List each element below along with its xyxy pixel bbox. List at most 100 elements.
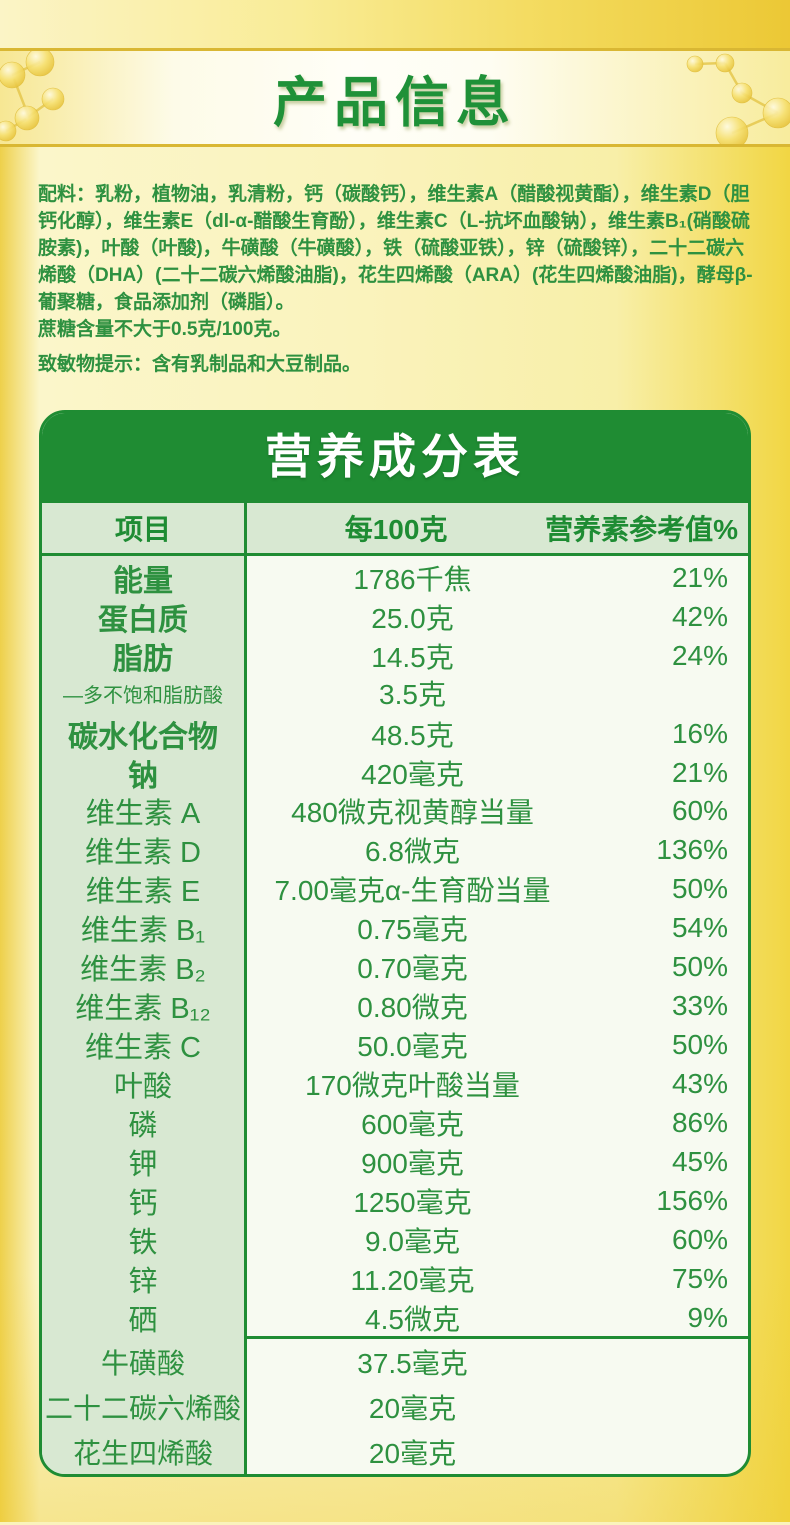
table-row: 维生素 D 6.8微克 136% xyxy=(42,829,748,871)
ingredients-list: 配料：乳粉，植物油，乳清粉，钙（碳酸钙），维生素A（醋酸视黄酯），维生素D（胆钙… xyxy=(38,184,753,313)
table-row: 硒 4.5微克 9% xyxy=(42,1297,748,1339)
nutrient-name: —多不饱和脂肪酸 xyxy=(42,673,247,713)
nutrient-name: 维生素 D xyxy=(42,829,247,871)
nutrient-name: 维生素 B₁ xyxy=(42,907,247,949)
nutrient-amount: 600毫克 xyxy=(361,1109,464,1140)
nutrient-amount: 0.80微克 xyxy=(357,992,468,1023)
header-band: 产品信息 xyxy=(0,48,790,147)
nutrient-nrv: 24% xyxy=(671,640,728,671)
nutrient-nrv: 33% xyxy=(671,990,728,1021)
nutrient-amount: 900毫克 xyxy=(361,1148,464,1179)
nutrient-name: 维生素 E xyxy=(42,868,247,910)
nutrient-nrv: 54% xyxy=(671,912,728,943)
nutrient-amount: 11.20毫克 xyxy=(350,1265,475,1296)
nutrient-nrv: 50% xyxy=(671,1029,728,1060)
nutrition-table-header: 项目 每100克 营养素参考值% xyxy=(42,503,748,556)
table-row: 花生四烯酸 20毫克 xyxy=(42,1429,748,1474)
nutrition-table: 营养成分表 项目 每100克 营养素参考值% 能量 1786千焦 21% 蛋白质… xyxy=(39,410,751,1477)
table-row: 维生素 B₁₂ 0.80微克 33% xyxy=(42,985,748,1027)
nutrient-name: 维生素 B₂ xyxy=(42,946,247,988)
table-row: 维生素 C 50.0毫克 50% xyxy=(42,1024,748,1066)
nutrient-name: 能量 xyxy=(42,556,247,600)
nutrient-amount: 48.5克 xyxy=(371,720,454,751)
nutrient-nrv: 9% xyxy=(687,1302,728,1333)
table-row: 维生素 A 480微克视黄醇当量 60% xyxy=(42,790,748,832)
nutrient-name: 维生素 B₁₂ xyxy=(42,985,247,1027)
nutrient-amount: 25.0克 xyxy=(371,603,454,634)
top-gold-strip xyxy=(0,0,790,48)
nutrient-name: 磷 xyxy=(42,1102,247,1144)
table-row: 钠 420毫克 21% xyxy=(42,751,748,795)
nutrition-extra-rows: 牛磺酸 37.5毫克 二十二碳六烯酸 20毫克 花生四烯酸 20毫克 xyxy=(42,1336,748,1474)
nutrient-amount: 480微克视黄醇当量 xyxy=(291,797,534,828)
table-row: 铁 9.0毫克 60% xyxy=(42,1219,748,1261)
nutrient-name: 硒 xyxy=(42,1297,247,1339)
nutrient-name: 花生四烯酸 xyxy=(42,1429,247,1474)
table-row: 蛋白质 25.0克 42% xyxy=(42,595,748,639)
nutrient-name: 维生素 A xyxy=(42,790,247,832)
allergen-note: 致敏物提示：含有乳制品和大豆制品。 xyxy=(38,354,362,375)
table-row: 二十二碳六烯酸 20毫克 xyxy=(42,1384,748,1429)
table-row: 碳水化合物 48.5克 16% xyxy=(42,712,748,756)
nutrient-amount: 20毫克 xyxy=(368,1392,457,1424)
nutrient-nrv: 21% xyxy=(671,562,728,593)
column-header-item: 项目 xyxy=(42,503,247,553)
nutrient-amount: 50.0毫克 xyxy=(357,1031,468,1062)
nutrient-nrv: 50% xyxy=(671,873,728,904)
table-row: 维生素 B₂ 0.70毫克 50% xyxy=(42,946,748,988)
nutrient-nrv: 60% xyxy=(671,1224,728,1255)
table-row: 维生素 E 7.00毫克α-生育酚当量 50% xyxy=(42,868,748,910)
nutrient-name: 脂肪 xyxy=(42,634,247,678)
nutrient-name: 钠 xyxy=(42,751,247,795)
nutrient-amount: 3.5克 xyxy=(379,679,446,710)
nutrient-name: 钾 xyxy=(42,1141,247,1183)
nutrient-amount: 6.8微克 xyxy=(365,836,460,867)
nutrient-amount: 1786千焦 xyxy=(353,564,472,595)
nutrient-nrv: 86% xyxy=(671,1107,728,1138)
nutrient-amount: 0.70毫克 xyxy=(357,953,468,984)
nutrient-name: 牛磺酸 xyxy=(42,1339,247,1384)
table-row: 牛磺酸 37.5毫克 xyxy=(42,1339,748,1384)
table-row: 钙 1250毫克 156% xyxy=(42,1180,748,1222)
nutrient-name: 碳水化合物 xyxy=(42,712,247,756)
nutrient-nrv: 45% xyxy=(671,1146,728,1177)
nutrient-amount: 420毫克 xyxy=(361,759,464,790)
nutrient-name: 铁 xyxy=(42,1219,247,1261)
table-row: 能量 1786千焦 21% xyxy=(42,556,748,600)
nutrient-amount: 14.5克 xyxy=(371,642,454,673)
nutrient-amount: 7.00毫克α-生育酚当量 xyxy=(274,875,551,906)
nutrient-name: 叶酸 xyxy=(42,1063,247,1105)
table-row: 磷 600毫克 86% xyxy=(42,1102,748,1144)
nutrient-nrv: 42% xyxy=(671,601,728,632)
nutrient-nrv: 60% xyxy=(671,795,728,826)
table-row: —多不饱和脂肪酸 3.5克 xyxy=(42,673,748,713)
table-row: 脂肪 14.5克 24% xyxy=(42,634,748,678)
nutrient-name: 锌 xyxy=(42,1258,247,1300)
nutrient-name: 蛋白质 xyxy=(42,595,247,639)
nutrient-amount: 20毫克 xyxy=(368,1437,457,1469)
nutrient-amount: 37.5毫克 xyxy=(357,1347,468,1379)
nutrient-amount: 4.5微克 xyxy=(365,1304,460,1335)
table-row: 钾 900毫克 45% xyxy=(42,1141,748,1183)
nutrient-nrv: 16% xyxy=(671,718,728,749)
ingredients-text: 配料：乳粉，植物油，乳清粉，钙（碳酸钙），维生素A（醋酸视黄酯），维生素D（胆钙… xyxy=(38,181,756,343)
table-row: 锌 11.20毫克 75% xyxy=(42,1258,748,1300)
sucrose-note: 蔗糖含量不大于0.5克/100克。 xyxy=(38,319,292,340)
nutrient-amount: 0.75毫克 xyxy=(357,914,468,945)
nutrition-main-rows: 能量 1786千焦 21% 蛋白质 25.0克 42% 脂肪 14.5克 24%… xyxy=(42,556,748,1339)
molecule-decoration-left xyxy=(0,51,65,142)
nutrient-nrv: 75% xyxy=(671,1263,728,1294)
nutrient-amount: 9.0毫克 xyxy=(365,1226,460,1257)
column-header-per100g: 每100克 xyxy=(344,514,448,545)
molecule-decoration-right xyxy=(686,53,790,144)
table-row: 维生素 B₁ 0.75毫克 54% xyxy=(42,907,748,949)
nutrient-nrv: 156% xyxy=(656,1185,728,1216)
nutrient-name: 二十二碳六烯酸 xyxy=(42,1384,247,1429)
nutrient-nrv: 43% xyxy=(671,1068,728,1099)
nutrition-table-title: 营养成分表 xyxy=(42,413,748,503)
nutrient-nrv: 136% xyxy=(656,834,728,865)
nutrient-nrv: 21% xyxy=(671,757,728,788)
nutrient-name: 钙 xyxy=(42,1180,247,1222)
column-header-nrv: 营养素参考值% xyxy=(545,514,738,545)
